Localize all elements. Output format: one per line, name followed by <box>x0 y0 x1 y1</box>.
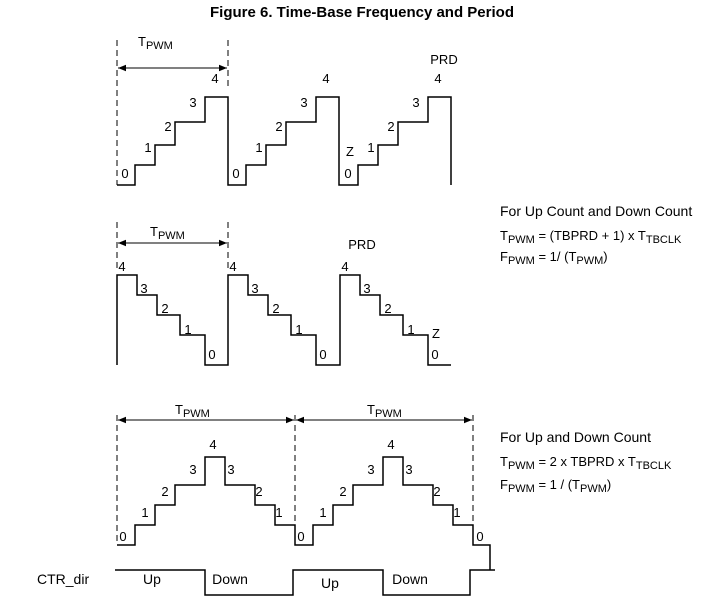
text-run: T <box>500 454 508 469</box>
subscript: PWM <box>576 255 603 267</box>
step-label: 2 <box>384 301 391 316</box>
subscript: PWM <box>508 460 535 472</box>
step-label: 3 <box>300 95 307 110</box>
text-run: = 2 x TBPRD x T <box>535 454 636 469</box>
title: Figure 6. Time-Base Frequency and Period <box>210 4 514 21</box>
text-run: T <box>175 402 183 417</box>
step-label: 0 <box>232 166 239 181</box>
subscript: TBCLK <box>636 460 672 472</box>
step-label: 1 <box>184 322 191 337</box>
subscript: PWM <box>146 40 173 52</box>
text-run: F <box>500 477 508 492</box>
tpwm-label: TPWM <box>175 402 210 420</box>
text-run: T <box>138 34 146 49</box>
direction-label: Up <box>143 571 161 587</box>
tpwm-label: TPWM <box>367 402 402 420</box>
direction-label: Up <box>321 575 339 591</box>
text-run: T <box>150 224 158 239</box>
step-label: 3 <box>251 281 258 296</box>
step-label: 4 <box>209 437 216 452</box>
step-label: 4 <box>211 71 218 86</box>
formula: TPWM = 2 x TBPRD x TTBCLK <box>500 454 672 472</box>
zero-label: Z <box>432 326 440 341</box>
step-label: 2 <box>161 484 168 499</box>
subscript: PWM <box>158 230 185 242</box>
step-label: 3 <box>189 462 196 477</box>
waveform <box>117 456 491 570</box>
prd-label: PRD <box>430 52 457 67</box>
text-run: ) <box>607 477 611 492</box>
step-label: 3 <box>227 462 234 477</box>
step-label: 0 <box>476 529 483 544</box>
step-label: 1 <box>367 140 374 155</box>
direction-label: Down <box>392 571 428 587</box>
subscript: PWM <box>580 483 607 495</box>
step-label: 2 <box>433 484 440 499</box>
step-label: 2 <box>161 301 168 316</box>
step-label: 2 <box>255 484 262 499</box>
text-run: T <box>500 228 508 243</box>
step-label: 4 <box>387 437 394 452</box>
step-label: 4 <box>322 71 329 86</box>
step-label: 1 <box>144 140 151 155</box>
step-label: 1 <box>295 322 302 337</box>
step-label: 3 <box>363 281 370 296</box>
step-label: 4 <box>118 259 125 274</box>
step-label: 1 <box>275 505 282 520</box>
step-label: 4 <box>434 71 441 86</box>
step-label: 1 <box>255 140 262 155</box>
subscript: PWM <box>508 234 535 246</box>
step-label: 0 <box>208 347 215 362</box>
step-label: 0 <box>431 347 438 362</box>
text-run: = (TBPRD + 1) x T <box>535 228 646 243</box>
formula: FPWM = 1 / (TPWM) <box>500 477 611 495</box>
tpwm-label: TPWM <box>138 34 173 52</box>
formula: FPWM = 1/ (TPWM) <box>500 249 608 267</box>
step-label: 3 <box>140 281 147 296</box>
step-label: 3 <box>412 95 419 110</box>
step-label: 1 <box>319 505 326 520</box>
subscript: PWM <box>183 408 210 420</box>
waveform <box>117 96 452 186</box>
note-heading: For Up and Down Count <box>500 429 651 445</box>
step-label: 2 <box>339 484 346 499</box>
text-run: ) <box>603 249 607 264</box>
step-label: 0 <box>319 347 326 362</box>
ctr-dir-signal <box>115 569 495 596</box>
subscript: TBCLK <box>646 234 682 246</box>
text-run: = 1/ (T <box>535 249 577 264</box>
formula: TPWM = (TBPRD + 1) x TTBCLK <box>500 228 682 246</box>
signal-label: CTR_dir <box>37 571 89 587</box>
note-heading: For Up Count and Down Count <box>500 203 692 219</box>
step-label: 1 <box>453 505 460 520</box>
step-label: 2 <box>275 119 282 134</box>
step-label: 1 <box>407 322 414 337</box>
step-label: 2 <box>387 119 394 134</box>
step-label: 3 <box>367 462 374 477</box>
step-label: 0 <box>297 529 304 544</box>
zero-label: Z <box>346 144 354 159</box>
step-label: 2 <box>272 301 279 316</box>
text-run: = 1 / (T <box>535 477 580 492</box>
prd-label: PRD <box>348 237 375 252</box>
step-label: 2 <box>164 119 171 134</box>
step-label: 1 <box>141 505 148 520</box>
subscript: PWM <box>508 483 535 495</box>
step-label: 3 <box>405 462 412 477</box>
subscript: PWM <box>508 255 535 267</box>
tpwm-label: TPWM <box>150 224 185 242</box>
waveform <box>116 274 451 366</box>
step-label: 0 <box>344 166 351 181</box>
subscript: PWM <box>375 408 402 420</box>
step-label: 0 <box>121 166 128 181</box>
step-label: 3 <box>189 95 196 110</box>
step-label: 4 <box>341 259 348 274</box>
direction-label: Down <box>212 571 248 587</box>
text-run: F <box>500 249 508 264</box>
text-run: T <box>367 402 375 417</box>
step-label: 0 <box>119 529 126 544</box>
step-label: 4 <box>229 259 236 274</box>
